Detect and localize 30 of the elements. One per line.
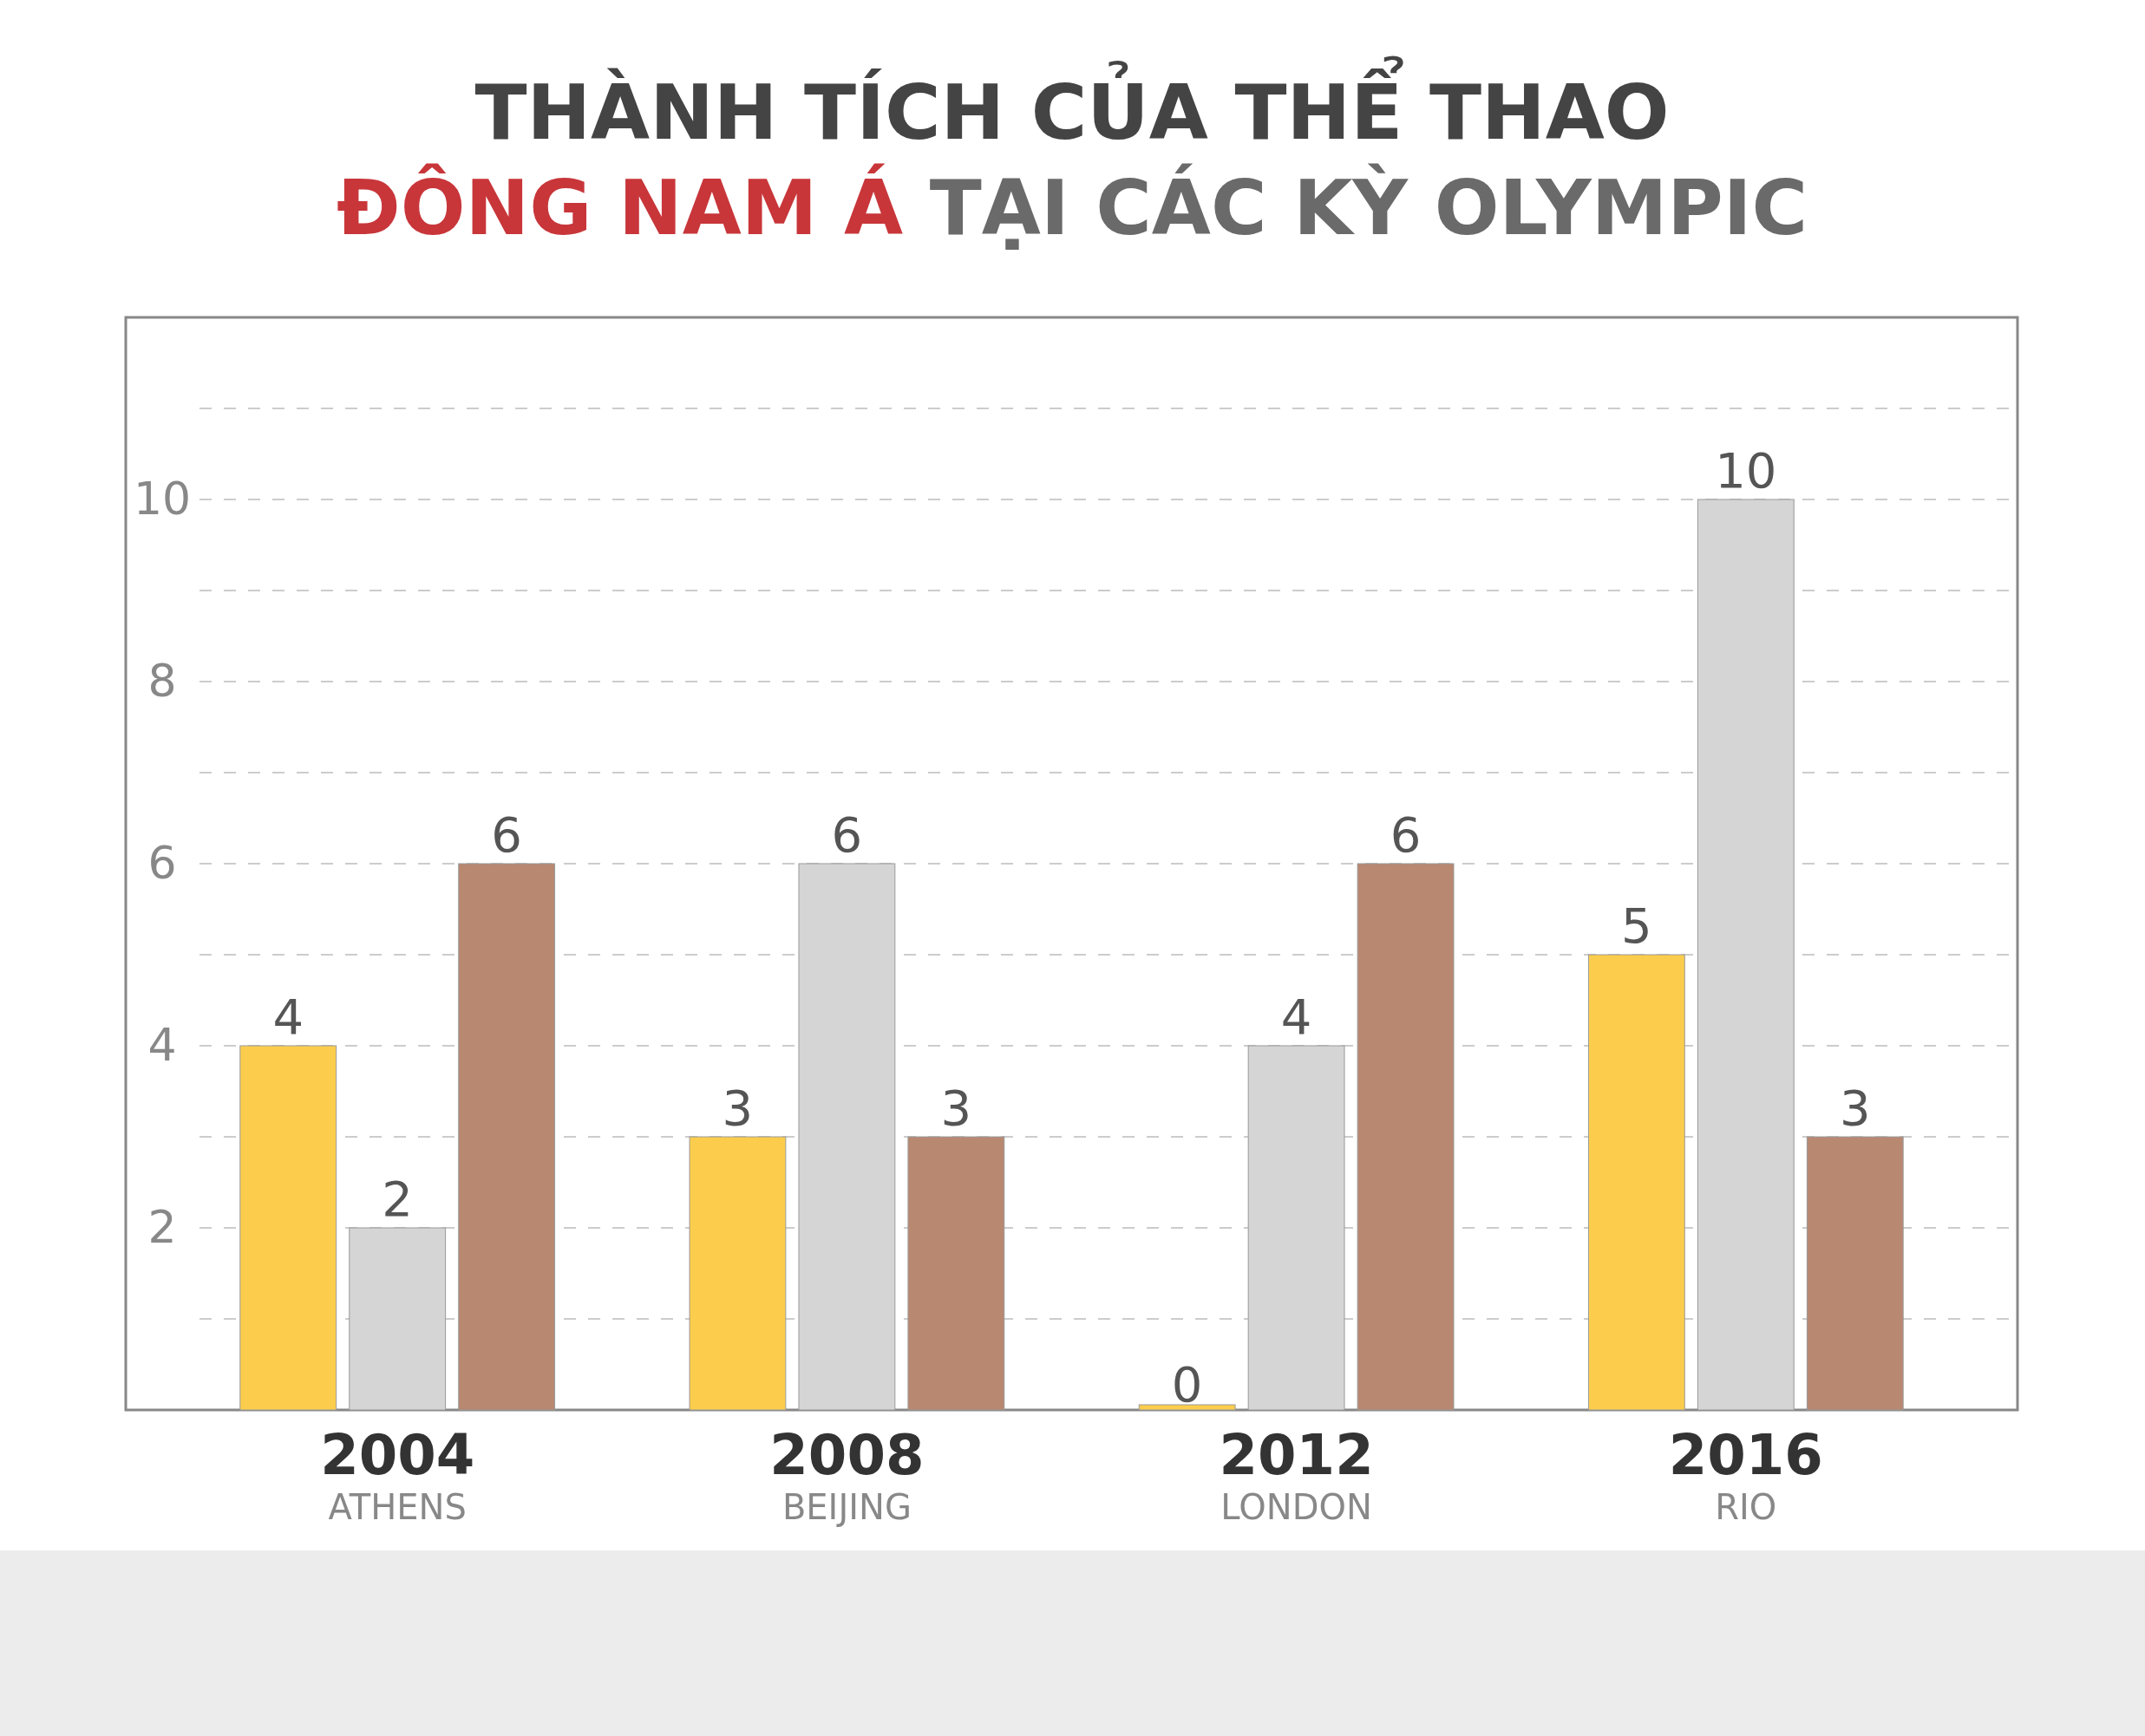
data-label: 3 — [940, 1080, 972, 1136]
x-tick-label: 2012 LONDON — [1219, 1423, 1374, 1527]
bar — [798, 863, 896, 1411]
y-tick-label: 6 — [147, 837, 177, 890]
x-tick-label: 2004 ATHENS — [320, 1423, 475, 1527]
data-label: 4 — [1280, 989, 1312, 1045]
data-label: 6 — [831, 806, 863, 863]
data-label: 6 — [1390, 806, 1422, 863]
bar — [689, 1136, 787, 1411]
y-tick-label: 2 — [147, 1201, 177, 1254]
data-label: 10 — [1715, 442, 1777, 499]
data-label: 6 — [491, 806, 522, 863]
x-tick-label: 2016 RIO — [1668, 1423, 1823, 1527]
bar — [1357, 863, 1455, 1411]
y-tick-label: 4 — [147, 1019, 177, 1072]
x-tick-label: 2008 BEIJING — [769, 1423, 925, 1527]
bar — [1806, 1136, 1904, 1411]
bar — [239, 1045, 337, 1411]
y-tick-label: 8 — [147, 655, 177, 708]
y-tick-label: 10 — [133, 473, 192, 525]
data-label: 0 — [1171, 1356, 1203, 1413]
data-label: 3 — [1839, 1080, 1871, 1136]
bar — [1697, 499, 1795, 1411]
bar — [458, 863, 556, 1411]
bar — [907, 1136, 1005, 1411]
data-label: 4 — [272, 989, 304, 1045]
data-label: 3 — [722, 1080, 754, 1136]
bar — [1587, 954, 1685, 1411]
data-label: 2 — [382, 1171, 414, 1227]
data-label: 5 — [1621, 897, 1652, 954]
